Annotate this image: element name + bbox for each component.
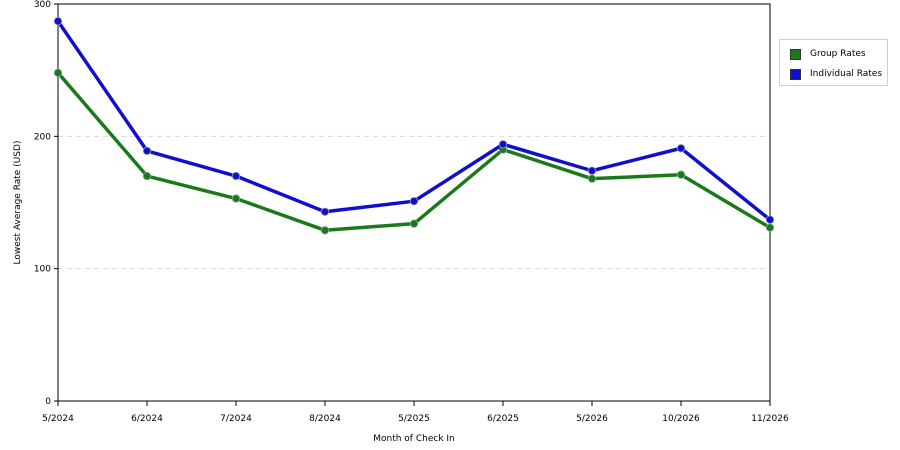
legend-swatch-individual-rates (790, 68, 801, 80)
y-tick-label: 300 (34, 0, 51, 10)
legend-label-individual-rates: Individual Rates (810, 69, 883, 79)
data-point-group-rates (142, 171, 152, 181)
legend-label-group-rates: Group Rates (810, 49, 866, 59)
series-lines (53, 17, 775, 235)
data-point-group-rates (231, 194, 241, 203)
y-tick-label: 100 (34, 265, 51, 275)
data-point-individual-rates (231, 171, 241, 181)
gridlines (58, 135, 770, 270)
data-point-group-rates (320, 226, 330, 235)
tick-labels: 0 100 200 300 5/2024 6/2024 7/2024 8/2024 5/2025… (34, 0, 789, 424)
y-axis-title: Lowest Average Rate (USD) (13, 141, 23, 265)
x-tick-label: 5/2024 (42, 414, 74, 424)
data-point-individual-rates (53, 17, 63, 26)
data-point-individual-rates (320, 207, 330, 216)
x-axis-title: Month of Check In (373, 434, 455, 444)
x-tick-label: 8/2024 (309, 414, 341, 424)
legend-item-group-rates: Group Rates (790, 47, 866, 61)
x-tick-label: 7/2024 (220, 414, 252, 424)
x-tick-label: 5/2025 (398, 414, 430, 424)
legend: Group Rates Individual Rates (779, 39, 888, 86)
x-tick-label: 10/2026 (662, 414, 700, 424)
y-tick-label: 0 (45, 397, 51, 407)
y-tick-label: 200 (34, 132, 51, 142)
legend-item-individual-rates: Individual Rates (790, 67, 882, 81)
data-point-individual-rates (765, 215, 775, 224)
data-point-group-rates (765, 223, 775, 232)
data-point-individual-rates (676, 144, 686, 153)
x-tick-label: 5/2026 (576, 414, 608, 424)
data-point-individual-rates (587, 166, 597, 175)
data-point-group-rates (53, 68, 63, 78)
data-point-individual-rates (409, 196, 419, 206)
axes (54, 3, 771, 406)
data-point-group-rates (587, 174, 597, 183)
x-tick-label: 11/2026 (751, 414, 789, 424)
series-line-individual-rates (56, 19, 772, 222)
legend-swatch-group-rates (790, 48, 801, 60)
data-point-group-rates (409, 219, 419, 228)
x-tick-label: 6/2024 (131, 414, 163, 424)
data-point-individual-rates (142, 146, 152, 156)
data-point-group-rates (676, 170, 686, 179)
x-tick-label: 6/2025 (487, 414, 519, 424)
data-point-individual-rates (498, 140, 508, 149)
